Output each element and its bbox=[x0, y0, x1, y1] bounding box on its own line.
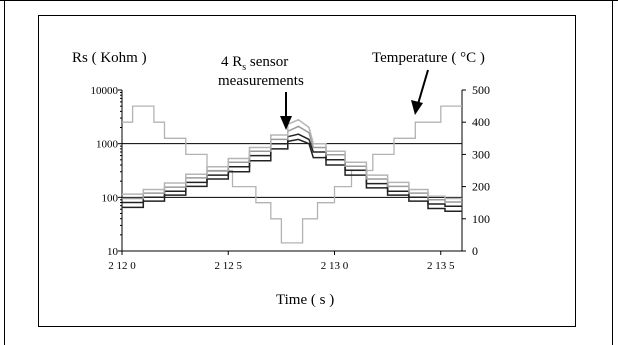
left-tick-label: 1000 bbox=[96, 139, 119, 151]
outer-frame-left bbox=[4, 0, 6, 345]
right-tick-label: 400 bbox=[472, 115, 490, 129]
outer-frame-right bbox=[612, 0, 614, 345]
rs-sensor-series-line bbox=[122, 138, 462, 213]
annotation-sensors-prefix: 4 R bbox=[221, 54, 242, 70]
left-tick-label: 100 bbox=[102, 192, 119, 204]
right-tick-label: 200 bbox=[472, 180, 490, 194]
temperature-arrow-shaft bbox=[417, 69, 429, 105]
left-tick-label: 10000 bbox=[91, 85, 119, 97]
x-tick-label: 2 13 0 bbox=[321, 260, 349, 272]
x-tick-label: 2 12 0 bbox=[108, 260, 136, 272]
left-tick-label: 10 bbox=[107, 246, 119, 258]
reference-lines bbox=[122, 143, 462, 198]
left-axis-title: Rs ( Kohm ) bbox=[72, 50, 147, 66]
right-tick-label: 100 bbox=[472, 212, 490, 226]
right-tick-label: 300 bbox=[472, 147, 490, 161]
series bbox=[122, 105, 462, 244]
right-axis-title: Temperature ( °C ) bbox=[372, 50, 485, 66]
outer-frame-top bbox=[0, 0, 618, 2]
annotation-sensors-line1: 4 Rs sensor bbox=[221, 54, 288, 73]
x-axis-title: Time ( s ) bbox=[276, 292, 334, 308]
sensor-arrow-head bbox=[280, 116, 292, 130]
rs-sensor-series-line bbox=[122, 118, 462, 200]
annotation-sensors-line2: measurements bbox=[218, 73, 304, 89]
right-tick-label: 500 bbox=[472, 83, 490, 97]
temperature-arrow-head bbox=[411, 100, 423, 115]
axes bbox=[121, 90, 463, 252]
annotation-sensors-suffix: sensor bbox=[246, 54, 288, 70]
annotation-sensors-subscript: s bbox=[242, 62, 246, 73]
x-tick-label: 2 12 5 bbox=[215, 260, 243, 272]
chart-border bbox=[38, 15, 576, 327]
temperature-series-line bbox=[122, 105, 462, 244]
x-tick-label: 2 13 5 bbox=[427, 260, 455, 272]
right-tick-label: 0 bbox=[472, 244, 478, 258]
tick-marks bbox=[118, 89, 466, 255]
